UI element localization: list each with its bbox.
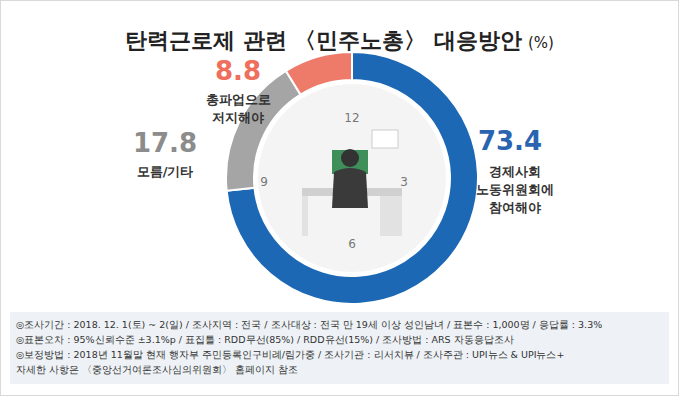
clock-label: 6 xyxy=(348,237,356,251)
title-text: 탄력근로제 관련 〈민주노총〉 대응방안 xyxy=(125,28,522,53)
person-head xyxy=(341,149,359,167)
category-label: 경제사회노동위원회에참여해야 xyxy=(476,164,554,215)
category-line: 경제사회 xyxy=(489,164,541,179)
category-line: 참여해야 xyxy=(489,200,541,215)
slice xyxy=(227,52,478,304)
category-line: 총파업으로 xyxy=(206,92,271,107)
note: ◎표본오차 : 95%신뢰수준 ±3.1%p / 표집틀 : RDD무선(85%… xyxy=(16,334,514,345)
data-label: 17.8 xyxy=(133,128,197,158)
clock-label: 12 xyxy=(344,111,359,125)
category-line: 노동위원회에 xyxy=(476,182,554,197)
clock-label: 3 xyxy=(400,175,408,189)
clock-face xyxy=(258,84,446,272)
note: ◎보정방법 : 2018년 11월말 현재 행자부 주민등록인구비례/림가중 /… xyxy=(16,349,564,360)
data-label: 73.4 xyxy=(478,126,542,156)
chart: 탄력근로제 관련 〈민주노총〉 대응방안 (%) 12 3 6 9 73.4 경제사회노동위원… xyxy=(0,0,679,396)
category-label: 총파업으로저지해야 xyxy=(206,92,271,125)
person-body xyxy=(332,168,368,208)
title: 탄력근로제 관련 〈민주노총〉 대응방안 (%) xyxy=(125,28,554,53)
donut: 12 3 6 9 xyxy=(226,52,478,304)
board xyxy=(372,130,398,148)
data-label: 8.8 xyxy=(215,56,261,86)
category-label: 모름/기타 xyxy=(137,164,194,179)
desk-leg xyxy=(302,196,308,236)
category-line: 모름/기타 xyxy=(137,164,194,179)
unit: (%) xyxy=(528,34,554,52)
category-line: 저지해야 xyxy=(212,110,264,125)
notes-box xyxy=(10,312,669,384)
clock-label: 9 xyxy=(260,175,268,189)
note: 자세한 사항은 〈중앙선거여론조사심의위원회〉 홈페이지 참조 xyxy=(16,364,298,375)
note: ◎조사기간 : 2018. 12. 1(토) ~ 2(일) / 조사지역 : 전… xyxy=(16,319,602,330)
illustration xyxy=(302,130,402,236)
desk-leg xyxy=(380,196,402,236)
frame xyxy=(1,1,679,396)
